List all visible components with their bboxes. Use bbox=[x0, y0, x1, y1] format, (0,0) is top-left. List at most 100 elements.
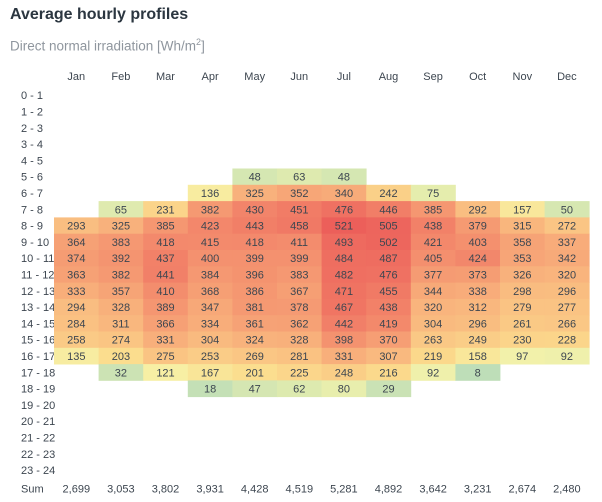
month-header: Aug bbox=[379, 71, 399, 83]
cell-value: 157 bbox=[513, 204, 531, 216]
hour-label: 14 - 15 bbox=[21, 318, 55, 330]
heatmap-cell bbox=[98, 201, 144, 218]
hour-label: 4 - 5 bbox=[21, 155, 43, 167]
hour-label: 1 - 2 bbox=[21, 106, 43, 118]
cell-value: 136 bbox=[201, 188, 219, 200]
heatmap-cell bbox=[410, 315, 456, 332]
cell-value: 383 bbox=[112, 237, 130, 249]
cell-value: 261 bbox=[513, 318, 531, 330]
heatmap-cell bbox=[321, 201, 367, 218]
heatmap-cell bbox=[455, 233, 501, 251]
hour-label: 20 - 21 bbox=[21, 416, 55, 428]
heatmap-cell bbox=[321, 331, 367, 349]
heatmap-cell bbox=[54, 266, 99, 283]
cell-value: 216 bbox=[379, 367, 397, 379]
cell-value: 325 bbox=[112, 221, 130, 233]
cell-value: 333 bbox=[67, 286, 85, 298]
cell-value: 253 bbox=[201, 351, 219, 363]
cell-value: 269 bbox=[246, 351, 264, 363]
heatmap-cell bbox=[410, 217, 456, 235]
heatmap-cell bbox=[321, 298, 367, 316]
cell-value: 361 bbox=[246, 318, 264, 330]
heatmap-cell bbox=[410, 331, 456, 349]
cell-value: 167 bbox=[201, 367, 219, 379]
heatmap-cell bbox=[277, 184, 322, 202]
cell-value: 362 bbox=[290, 318, 308, 330]
heatmap-cell bbox=[455, 217, 501, 235]
heatmap-cell bbox=[187, 233, 233, 251]
heatmap-cell bbox=[455, 201, 501, 218]
cell-value: 228 bbox=[558, 335, 576, 347]
cell-value: 438 bbox=[379, 302, 397, 314]
cell-value: 352 bbox=[290, 188, 308, 200]
heatmap-cell bbox=[455, 364, 501, 381]
sum-value: 4,519 bbox=[286, 483, 314, 495]
sum-label: Sum bbox=[21, 483, 44, 495]
heatmap-cell bbox=[321, 233, 367, 251]
chart-subtitle: Direct normal irradiation [Wh/m2] bbox=[10, 37, 205, 54]
cell-value: 281 bbox=[290, 351, 308, 363]
hour-label: 9 - 10 bbox=[21, 237, 49, 249]
heatmap-cell bbox=[54, 298, 99, 316]
cell-value: 242 bbox=[379, 188, 397, 200]
cell-value: 92 bbox=[561, 351, 573, 363]
cell-value: 392 bbox=[112, 253, 130, 265]
heatmap-cell bbox=[544, 201, 590, 218]
cell-value: 484 bbox=[335, 253, 353, 265]
cell-value: 437 bbox=[156, 253, 174, 265]
cell-value: 92 bbox=[427, 367, 439, 379]
sum-value: 2,480 bbox=[553, 483, 581, 495]
heatmap-cell bbox=[544, 347, 590, 365]
heatmap-cell bbox=[321, 168, 367, 186]
heatmap-cell bbox=[98, 233, 144, 251]
heatmap-cell bbox=[143, 347, 189, 365]
heatmap-cell bbox=[366, 347, 412, 365]
cell-value: 331 bbox=[335, 351, 353, 363]
sum-value: 5,281 bbox=[330, 483, 358, 495]
heatmap-cell bbox=[232, 298, 278, 316]
cell-value: 399 bbox=[246, 253, 264, 265]
cell-value: 400 bbox=[201, 253, 219, 265]
cell-value: 476 bbox=[379, 269, 397, 281]
cell-value: 443 bbox=[246, 221, 264, 233]
heatmap-cell bbox=[410, 266, 456, 283]
heatmap-cell bbox=[544, 315, 590, 332]
cell-value: 121 bbox=[156, 367, 174, 379]
heatmap-cell bbox=[321, 217, 367, 235]
cell-value: 441 bbox=[156, 269, 174, 281]
cell-value: 374 bbox=[67, 253, 85, 265]
cell-value: 158 bbox=[469, 351, 487, 363]
cell-value: 249 bbox=[469, 335, 487, 347]
heatmap-cell bbox=[277, 298, 322, 316]
hour-label: 12 - 13 bbox=[21, 286, 55, 298]
heatmap-cell bbox=[500, 217, 545, 235]
heatmap-cell bbox=[277, 233, 322, 251]
cell-value: 8 bbox=[475, 367, 481, 379]
heatmap-cell bbox=[187, 217, 233, 235]
cell-value: 304 bbox=[201, 335, 219, 347]
heatmap-cell bbox=[187, 347, 233, 365]
heatmap-cell bbox=[143, 266, 189, 283]
month-header: Jan bbox=[67, 71, 85, 83]
cell-value: 263 bbox=[424, 335, 442, 347]
cell-value: 384 bbox=[201, 269, 219, 281]
cell-value: 399 bbox=[290, 253, 308, 265]
cell-value: 458 bbox=[290, 221, 308, 233]
cell-value: 328 bbox=[112, 302, 130, 314]
heatmap-cell bbox=[232, 347, 278, 365]
hour-label: 15 - 16 bbox=[21, 335, 55, 347]
heatmap-cell bbox=[277, 266, 322, 283]
cell-value: 377 bbox=[424, 269, 442, 281]
cell-value: 307 bbox=[379, 351, 397, 363]
heatmap-cell bbox=[366, 266, 412, 283]
cell-value: 430 bbox=[246, 204, 264, 216]
heatmap-cell bbox=[143, 331, 189, 349]
cell-value: 266 bbox=[558, 318, 576, 330]
hour-label: 5 - 6 bbox=[21, 172, 43, 184]
heatmap-cell bbox=[54, 217, 99, 235]
heatmap-cell bbox=[500, 331, 545, 349]
cell-value: 135 bbox=[67, 351, 85, 363]
heatmap-cell bbox=[366, 184, 412, 202]
cell-value: 248 bbox=[335, 367, 353, 379]
heatmap-cell bbox=[410, 201, 456, 218]
